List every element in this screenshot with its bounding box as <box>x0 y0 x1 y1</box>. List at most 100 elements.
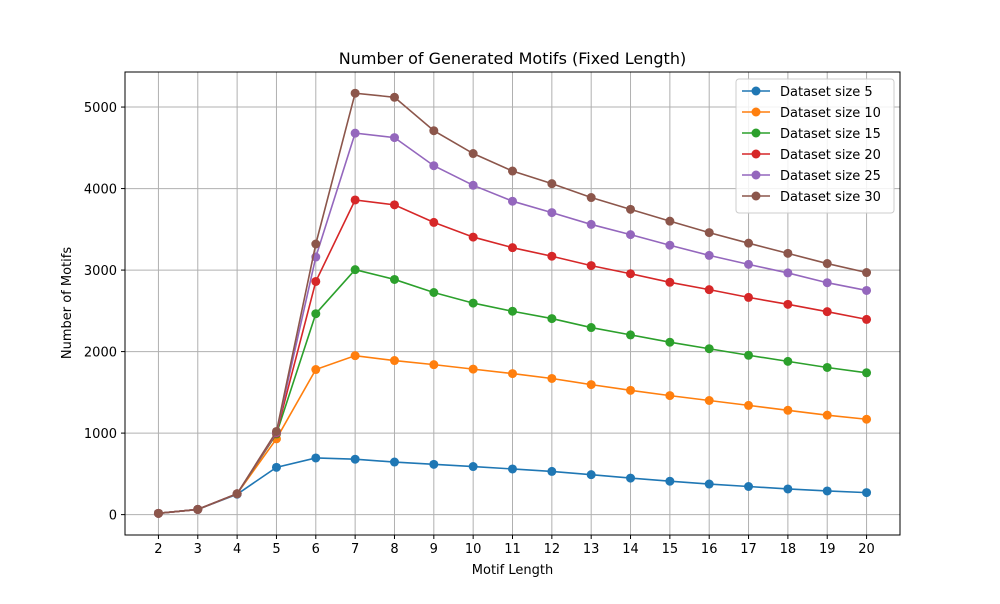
data-point <box>744 238 754 248</box>
data-point <box>626 230 636 240</box>
data-point <box>822 278 832 288</box>
x-tick-label: 16 <box>701 542 718 557</box>
data-point <box>626 269 636 279</box>
data-point <box>429 459 439 469</box>
data-point <box>783 268 793 278</box>
x-tick-label: 17 <box>740 542 757 557</box>
data-point <box>586 219 596 229</box>
data-point <box>311 453 321 463</box>
data-point <box>586 261 596 271</box>
x-tick-label: 7 <box>351 542 359 557</box>
data-point <box>626 473 636 483</box>
data-point <box>468 180 478 190</box>
x-tick-label: 2 <box>154 542 162 557</box>
data-point <box>744 350 754 360</box>
data-point <box>350 265 360 275</box>
data-point <box>508 196 517 206</box>
data-point <box>508 306 517 316</box>
legend-swatch-marker <box>751 191 761 201</box>
legend-label: Dataset size 10 <box>780 106 881 121</box>
x-tick-label: 9 <box>430 542 438 557</box>
data-point <box>862 414 872 424</box>
data-point <box>665 277 675 287</box>
data-point <box>744 259 754 269</box>
data-point <box>350 128 360 138</box>
x-tick-label: 11 <box>504 542 521 557</box>
x-tick-label: 10 <box>465 542 482 557</box>
x-tick-label: 20 <box>858 542 875 557</box>
chart-title: Number of Generated Motifs (Fixed Length… <box>339 49 686 68</box>
data-point <box>665 476 675 486</box>
data-point <box>822 410 832 420</box>
data-point <box>586 323 596 333</box>
data-point <box>547 466 557 476</box>
data-point <box>626 385 636 395</box>
data-point <box>271 462 281 472</box>
data-point <box>508 166 517 176</box>
data-point <box>508 243 517 253</box>
data-point <box>193 504 203 514</box>
data-point <box>783 356 793 366</box>
data-point <box>547 373 557 383</box>
series-6 <box>153 88 872 518</box>
data-point <box>783 299 793 309</box>
x-tick-label: 4 <box>233 542 241 557</box>
data-point <box>153 508 163 518</box>
y-tick-label: 4000 <box>84 183 117 198</box>
data-point <box>626 330 636 340</box>
data-point <box>429 287 439 297</box>
x-tick-label: 14 <box>622 542 639 557</box>
y-tick-label: 5000 <box>84 101 117 116</box>
data-point <box>783 484 793 494</box>
x-tick-label: 8 <box>390 542 398 557</box>
data-point <box>311 309 321 319</box>
data-point <box>311 276 321 286</box>
x-tick-label: 3 <box>194 542 202 557</box>
data-point <box>586 380 596 390</box>
series-lines <box>153 88 872 518</box>
data-point <box>389 200 399 210</box>
data-point <box>822 486 832 496</box>
data-point <box>586 193 596 203</box>
data-point <box>468 149 478 159</box>
legend-label: Dataset size 15 <box>780 127 881 142</box>
data-point <box>350 195 360 205</box>
data-point <box>508 464 517 474</box>
data-point <box>350 454 360 464</box>
data-point <box>350 88 360 98</box>
data-point <box>429 161 439 171</box>
data-point <box>665 337 675 347</box>
legend-swatch-marker <box>751 86 761 96</box>
data-point <box>704 285 714 295</box>
data-point <box>389 92 399 102</box>
legend-item: Dataset size 15 <box>742 127 881 142</box>
x-tick-label: 15 <box>662 542 679 557</box>
legend-swatch-marker <box>751 128 761 138</box>
data-point <box>704 479 714 489</box>
data-point <box>704 344 714 354</box>
x-tick-label: 12 <box>544 542 561 557</box>
legend-item: Dataset size 30 <box>742 190 881 205</box>
legend-swatch-marker <box>751 149 761 159</box>
data-point <box>547 208 557 218</box>
data-point <box>862 285 872 295</box>
legend-swatch-marker <box>751 170 761 180</box>
legend-item: Dataset size 10 <box>742 106 881 121</box>
legend-label: Dataset size 20 <box>780 148 881 163</box>
data-point <box>350 351 360 361</box>
data-point <box>508 369 517 379</box>
data-point <box>389 457 399 467</box>
data-point <box>862 314 872 324</box>
data-point <box>547 251 557 261</box>
y-tick-label: 1000 <box>84 427 117 442</box>
data-point <box>468 232 478 242</box>
data-point <box>311 239 321 249</box>
data-point <box>822 259 832 269</box>
data-point <box>704 228 714 238</box>
legend-label: Dataset size 30 <box>780 190 881 205</box>
x-tick-label: 13 <box>583 542 600 557</box>
x-tick-label: 19 <box>819 542 836 557</box>
data-point <box>468 298 478 308</box>
data-point <box>429 360 439 370</box>
legend-box <box>735 78 895 214</box>
